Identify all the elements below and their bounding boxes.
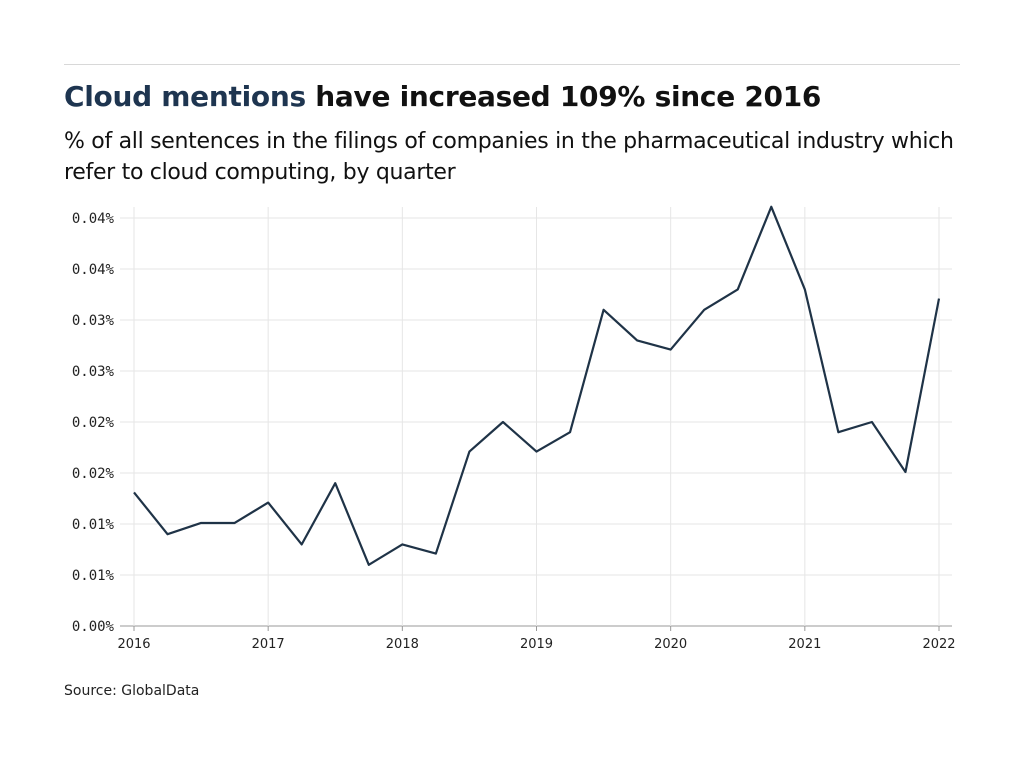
chart-subtitle: % of all sentences in the filings of com… xyxy=(64,129,954,185)
y-tick-label: 0.01% xyxy=(72,517,115,533)
x-tick-label: 2021 xyxy=(788,637,821,652)
x-tick-label: 2017 xyxy=(252,637,285,652)
x-tick-label: 2019 xyxy=(520,637,553,652)
top-rule xyxy=(64,64,960,65)
y-tick-label: 0.03% xyxy=(72,313,115,329)
y-tick-label: 0.03% xyxy=(72,364,115,380)
x-tick-label: 2020 xyxy=(654,637,687,652)
x-tick-label: 2022 xyxy=(922,637,955,652)
y-tick-label: 0.00% xyxy=(72,619,115,635)
y-tick-label: 0.01% xyxy=(72,568,115,584)
y-tick-label: 0.04% xyxy=(72,211,115,227)
y-tick-label: 0.02% xyxy=(72,466,115,482)
x-tick-label: 2018 xyxy=(386,637,419,652)
source-note: Source: GlobalData xyxy=(64,683,200,699)
x-tick-label: 2016 xyxy=(117,637,150,652)
y-tick-label: 0.04% xyxy=(72,262,115,278)
title-rest: have increased 109% since 2016 xyxy=(305,80,822,113)
title-highlight: Cloud mentions xyxy=(64,80,306,113)
chart-title: Cloud mentions have increased 109% since… xyxy=(64,80,821,113)
y-tick-label: 0.02% xyxy=(72,415,115,431)
